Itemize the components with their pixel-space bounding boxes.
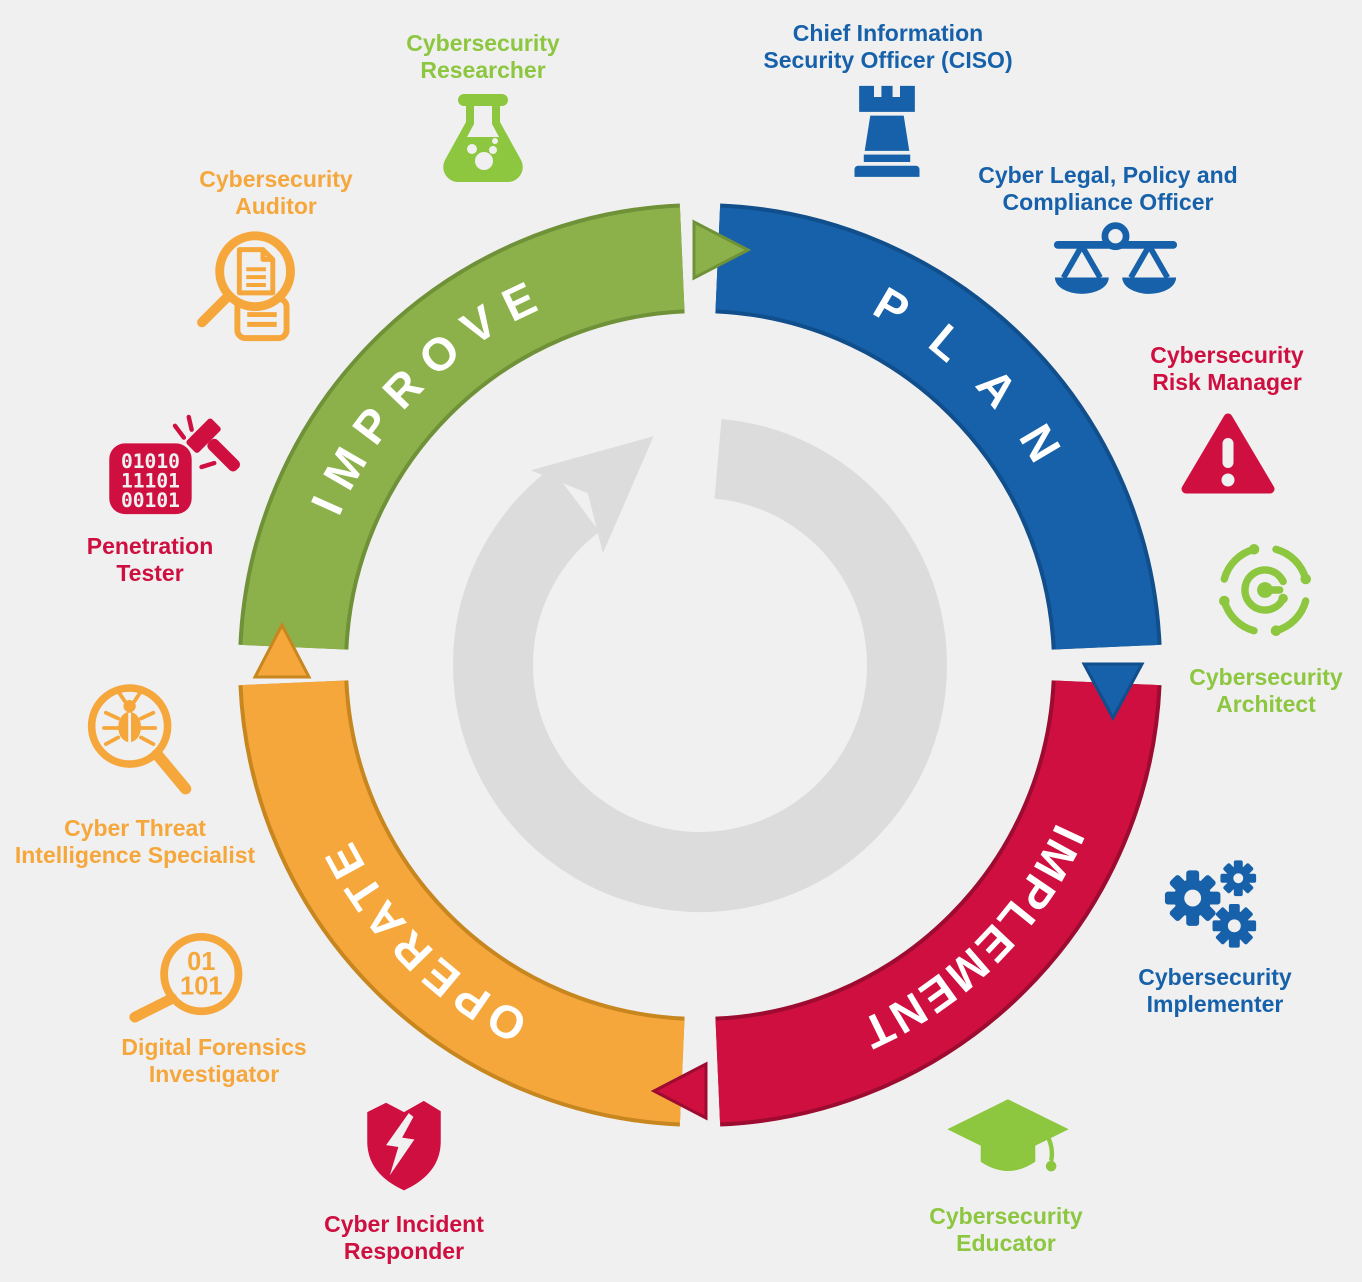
- role-label: Cybersecurity Implementer: [1138, 964, 1292, 1017]
- binary-magnifier-icon: 01 101: [129, 932, 243, 1023]
- cycle-arrow-icon: [452, 418, 947, 912]
- role-label: Cybersecurity Researcher: [406, 30, 560, 83]
- phase-arc-operate: [242, 680, 685, 1123]
- binary-hammer-icon: 01010 11101 00101: [109, 414, 241, 515]
- bug-magnifier-icon: [87, 684, 192, 795]
- warning-triangle-icon: [1181, 413, 1275, 494]
- circuit-ring-icon: [1219, 544, 1311, 636]
- svg-text:01010: 01010: [121, 450, 180, 473]
- role-label: Cyber Legal, Policy and Compliance Offic…: [978, 162, 1238, 215]
- role-label: Chief Information Security Officer (CISO…: [763, 20, 1013, 73]
- svg-text:00101: 00101: [121, 489, 180, 512]
- svg-text:11101: 11101: [121, 470, 180, 493]
- role-label: Cyber Threat Intelligence Specialist: [14, 815, 256, 868]
- svg-text:01: 01: [187, 948, 215, 976]
- role-label: Penetration Tester: [86, 533, 214, 586]
- gears-icon: [1164, 860, 1257, 948]
- scales-icon: [1053, 222, 1178, 294]
- role-label: Cyber Incident Responder: [324, 1211, 484, 1264]
- role-label: Digital Forensics Investigator: [121, 1034, 307, 1087]
- implement-arrowhead-icon: [650, 1061, 708, 1121]
- shield-lightning-icon: [367, 1100, 441, 1191]
- phase-arc-improve: [242, 207, 685, 650]
- rook-icon: [854, 85, 920, 177]
- role-label: Cybersecurity Educator: [929, 1203, 1083, 1256]
- svg-text:101: 101: [180, 973, 222, 1001]
- role-label: Cybersecurity Risk Manager: [1150, 342, 1304, 395]
- improve-arrowhead-icon: [692, 219, 752, 281]
- flask-icon: [443, 94, 523, 182]
- phase-arc-plan: [715, 207, 1158, 650]
- plan-arrowhead-icon: [1081, 662, 1145, 722]
- document-magnifier-icon: [197, 231, 295, 342]
- phase-arcs: [238, 203, 1162, 1127]
- phase-arc-implement: [715, 680, 1158, 1123]
- role-label: Cybersecurity Architect: [1189, 664, 1343, 717]
- graduation-cap-icon: [947, 1099, 1069, 1172]
- operate-arrowhead-icon: [252, 621, 312, 679]
- role-label: Cybersecurity Auditor: [199, 166, 353, 219]
